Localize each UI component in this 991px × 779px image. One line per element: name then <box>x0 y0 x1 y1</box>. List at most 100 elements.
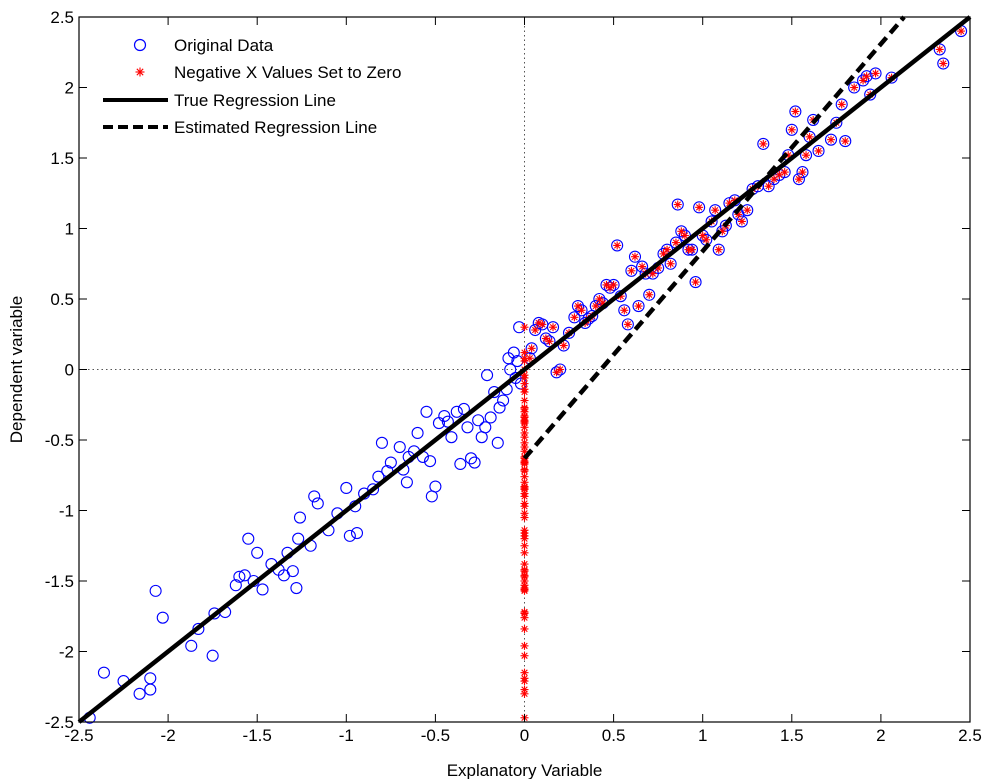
data-point-original <box>835 98 848 111</box>
data-point-zeroed <box>787 125 796 134</box>
data-point-original <box>429 480 442 493</box>
data-point-original <box>292 532 305 545</box>
data-point-zeroed <box>769 175 778 184</box>
y-tick-label: 1.5 <box>50 149 74 168</box>
data-point-zeroed <box>549 323 558 332</box>
data-point-original <box>735 215 748 228</box>
data-point-zeroed <box>545 337 554 346</box>
data-point-original <box>664 257 677 270</box>
regression-lines <box>77 15 972 724</box>
x-tick-label: 1 <box>698 726 707 745</box>
data-point-original <box>796 166 809 179</box>
data-point-zeroed <box>837 100 846 109</box>
data-point-zeroed <box>609 280 618 289</box>
y-axis-title: Dependent variable <box>7 296 26 443</box>
data-point-original <box>445 431 458 444</box>
data-point-zeroed <box>871 69 880 78</box>
x-tick-label: 0.5 <box>602 726 626 745</box>
data-point-original <box>689 276 702 289</box>
data-point-zeroed <box>737 217 746 226</box>
data-point-zeroed <box>520 428 529 437</box>
x-tick-label: -1 <box>339 726 354 745</box>
data-point-zeroed <box>935 45 944 54</box>
data-point-zeroed <box>520 396 529 405</box>
y-tick-label: -2.5 <box>45 713 74 732</box>
data-point-original <box>628 250 642 263</box>
data-point-zeroed <box>680 231 689 240</box>
estimated-regression-line <box>522 15 906 460</box>
x-axis-title: Explanatory Variable <box>447 761 603 779</box>
data-point-zeroed <box>520 651 529 660</box>
data-point-original <box>785 123 798 136</box>
data-point-zeroed <box>791 107 800 116</box>
data-point-original <box>206 649 219 662</box>
x-tick-label: 0 <box>520 726 529 745</box>
data-point-zeroed <box>702 235 711 244</box>
data-point-original <box>464 452 478 465</box>
legend-label-true-line: True Regression Line <box>174 91 336 110</box>
data-point-zeroed <box>850 83 859 92</box>
data-point-original <box>242 532 255 545</box>
data-point-zeroed <box>520 403 529 412</box>
legend: Original Data Negative X Values Set to Z… <box>103 36 401 137</box>
data-point-original <box>454 457 467 471</box>
data-point-zeroed <box>520 438 529 447</box>
x-tick-label: -1.5 <box>243 726 272 745</box>
data-point-original <box>539 332 552 345</box>
data-point-original <box>709 204 722 217</box>
y-tick-label: -0.5 <box>45 431 74 450</box>
data-point-original <box>420 405 433 418</box>
data-point-zeroed <box>794 175 803 184</box>
data-point-original <box>741 204 754 217</box>
data-point-zeroed <box>531 326 540 335</box>
data-point-original <box>800 149 813 162</box>
data-point-zeroed <box>525 354 534 363</box>
data-point-zeroed <box>627 266 636 275</box>
data-point-original <box>493 401 506 414</box>
data-point-zeroed <box>814 146 823 155</box>
data-point-zeroed <box>698 231 707 240</box>
data-point-zeroed <box>520 348 529 357</box>
data-point-original <box>133 687 146 700</box>
data-point-original <box>824 133 838 146</box>
data-point-zeroed <box>623 320 632 329</box>
data-point-zeroed <box>827 135 836 144</box>
data-point-original <box>461 421 474 434</box>
y-tick-label: -1 <box>59 502 74 521</box>
data-point-zeroed <box>957 27 966 36</box>
y-tick-label: 2 <box>65 79 74 98</box>
data-point-zeroed <box>939 59 948 68</box>
data-point-original <box>504 363 517 376</box>
data-point-original <box>839 135 852 148</box>
y-tick-label: 2.5 <box>50 8 74 27</box>
data-point-zeroed <box>520 608 529 617</box>
x-tick-label: -2.5 <box>64 726 93 745</box>
data-point-original <box>792 173 805 186</box>
data-point-original <box>869 67 882 80</box>
data-point-zeroed <box>841 137 850 146</box>
data-point-original <box>256 583 269 596</box>
data-point-zeroed <box>570 313 579 322</box>
data-point-original <box>632 299 645 313</box>
data-point-original <box>757 137 770 150</box>
legend-label-zeroed: Negative X Values Set to Zero <box>174 63 401 82</box>
data-point-original <box>543 335 556 348</box>
data-point-original <box>468 456 481 469</box>
y-tick-label: -2 <box>59 643 74 662</box>
data-point-zeroed <box>634 302 643 311</box>
data-point-zeroed <box>538 320 547 329</box>
data-point-original <box>472 414 485 427</box>
data-point-original <box>860 70 873 83</box>
data-point-zeroed <box>606 283 615 292</box>
true-regression-line <box>77 15 972 724</box>
data-point-original <box>857 74 870 87</box>
data-point-original <box>643 288 656 301</box>
data-point-original <box>933 43 946 56</box>
data-point-original <box>789 105 802 118</box>
data-point-original <box>484 411 497 424</box>
data-point-original <box>488 386 501 399</box>
data-point-zeroed <box>520 641 529 650</box>
data-point-zeroed <box>520 624 529 633</box>
data-point-zeroed <box>520 323 529 332</box>
